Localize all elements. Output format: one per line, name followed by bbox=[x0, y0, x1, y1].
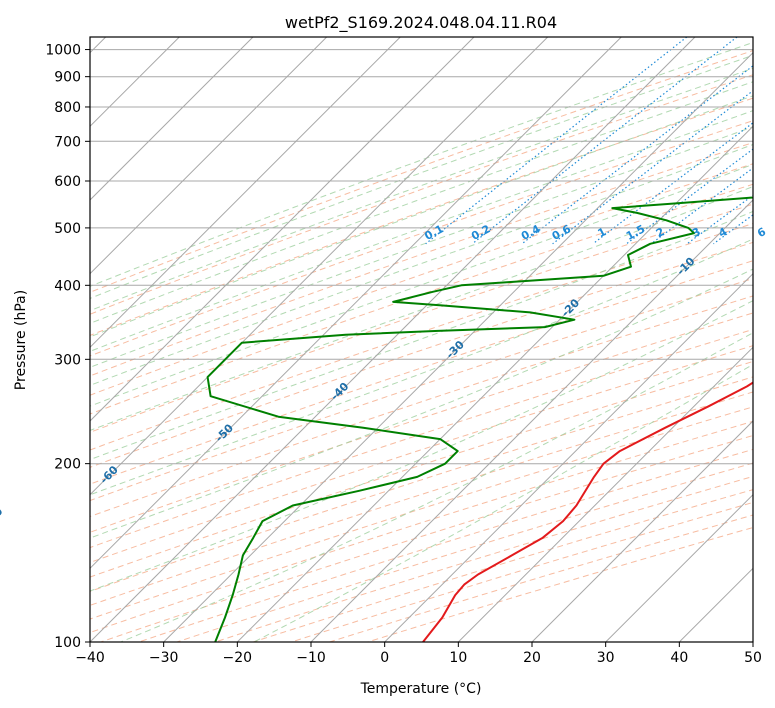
mixing-ratio-line bbox=[592, 122, 753, 245]
mixing-ratio-line bbox=[521, 65, 753, 245]
dewpoint-profile-line bbox=[206, 196, 753, 642]
isotherm-line bbox=[457, 346, 753, 642]
x-tick-label: 10 bbox=[449, 650, 467, 666]
x-tick-label: 0 bbox=[380, 650, 389, 666]
dry-adiabat bbox=[215, 475, 753, 642]
temperature-profile-line bbox=[422, 381, 753, 642]
moist-adiabat bbox=[90, 41, 753, 287]
dry-adiabat bbox=[138, 448, 753, 642]
plot-frame bbox=[89, 36, 754, 643]
dry-adiabat bbox=[90, 50, 753, 293]
x-tick-label: −40 bbox=[75, 650, 105, 666]
isotherm-line bbox=[531, 420, 753, 642]
y-axis-label: Pressure (hPa) bbox=[13, 290, 29, 390]
isotherm-line bbox=[90, 37, 401, 349]
moist-adiabat bbox=[90, 163, 753, 407]
y-tick-label: 300 bbox=[54, 352, 81, 368]
isotherm-line bbox=[384, 272, 753, 642]
dry-adiabat bbox=[176, 462, 753, 642]
y-tick-label: 100 bbox=[54, 635, 81, 651]
moist-adiabat bbox=[90, 185, 753, 431]
x-tick-label: −30 bbox=[149, 650, 179, 666]
y-tick-label: 700 bbox=[54, 134, 81, 150]
isotherm-line bbox=[90, 37, 549, 496]
isotherm-line bbox=[90, 37, 328, 275]
dry-adiabat bbox=[90, 142, 753, 377]
y-tick-label: 500 bbox=[54, 221, 81, 237]
dry-adiabat bbox=[90, 328, 753, 549]
mixing-ratio-line bbox=[626, 148, 753, 245]
moist-adiabat bbox=[90, 95, 753, 338]
x-tick-label: 30 bbox=[597, 650, 615, 666]
x-tick-label: −20 bbox=[223, 650, 253, 666]
isotherm-line bbox=[90, 37, 622, 570]
y-tick-label: 400 bbox=[54, 278, 81, 294]
mixing-ratio-line bbox=[552, 90, 753, 245]
y-tick-label: 600 bbox=[54, 174, 81, 190]
dry-adiabat bbox=[90, 163, 753, 396]
isotherm-line bbox=[90, 37, 696, 642]
isotherm-line bbox=[163, 51, 753, 642]
isotherm-line bbox=[605, 493, 753, 642]
plot-area bbox=[90, 37, 753, 642]
mixing-ratio-line bbox=[686, 194, 753, 245]
y-tick-label: 800 bbox=[54, 100, 81, 116]
moist-adiabat bbox=[90, 210, 753, 461]
mixing-ratio-line bbox=[471, 37, 738, 245]
isotherm-line bbox=[90, 37, 254, 201]
x-axis: −40 −30 −20 −10 0 10 20 30 40 50 bbox=[75, 642, 762, 666]
moist-adiabat bbox=[90, 54, 753, 299]
isotherm-line bbox=[310, 199, 753, 642]
dry-adiabat bbox=[253, 489, 753, 642]
x-tick-label: 40 bbox=[670, 650, 688, 666]
x-tick-label: 20 bbox=[523, 650, 541, 666]
moist-adiabat bbox=[90, 300, 753, 592]
moist-adiabat bbox=[90, 143, 753, 386]
y-axis: 100 200 300 400 500 600 700 800 900 1000 bbox=[45, 43, 90, 651]
y-tick-label: 200 bbox=[54, 457, 81, 473]
dry-adiabat bbox=[90, 120, 753, 357]
x-axis-label: Temperature (°C) bbox=[360, 681, 482, 697]
isotherm-label: -70 bbox=[0, 505, 6, 528]
chart-title: wetPf2_S169.2024.048.04.11.R04 bbox=[285, 13, 557, 33]
y-tick-label: 1000 bbox=[45, 43, 81, 59]
dry-adiabat bbox=[90, 97, 753, 336]
y-tick-label: 900 bbox=[54, 70, 81, 86]
x-tick-label: 50 bbox=[744, 650, 762, 666]
dry-adiabat bbox=[100, 434, 753, 642]
dry-adiabat bbox=[90, 345, 753, 564]
isotherm-line bbox=[90, 37, 475, 422]
isotherm-line bbox=[236, 125, 753, 642]
x-tick-label: −10 bbox=[296, 650, 326, 666]
